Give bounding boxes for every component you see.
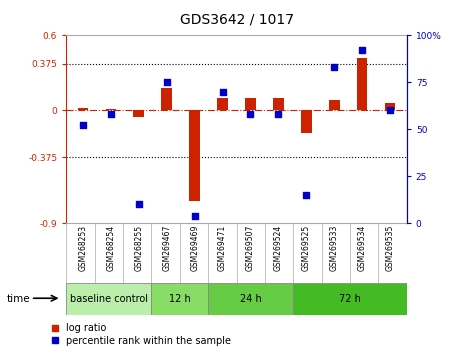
Bar [189, 110, 200, 200]
Point [331, 64, 338, 70]
Bar [329, 101, 340, 110]
Text: baseline control: baseline control [70, 294, 148, 304]
Bar [133, 110, 144, 117]
Point [163, 79, 170, 85]
Bar [357, 58, 368, 110]
Bar [301, 110, 312, 133]
Bar [293, 283, 407, 315]
Bar [161, 88, 172, 110]
Text: 72 h: 72 h [339, 294, 361, 304]
Text: 24 h: 24 h [240, 294, 262, 304]
Bar [78, 108, 88, 110]
Text: GDS3642 / 1017: GDS3642 / 1017 [179, 12, 294, 27]
Text: time: time [7, 294, 31, 304]
Point [219, 89, 226, 95]
Text: 12 h: 12 h [169, 294, 191, 304]
Point [247, 112, 254, 117]
Bar [273, 98, 284, 110]
Bar [208, 283, 293, 315]
Bar [66, 283, 151, 315]
Point [191, 213, 198, 218]
Legend: log ratio, percentile rank within the sample: log ratio, percentile rank within the sa… [52, 324, 231, 346]
Bar [105, 109, 116, 110]
Point [359, 47, 366, 53]
Point [107, 112, 114, 117]
Point [303, 192, 310, 198]
Bar [385, 103, 395, 110]
Point [135, 201, 142, 207]
Point [79, 122, 87, 128]
Point [275, 112, 282, 117]
Bar [151, 283, 208, 315]
Point [386, 108, 394, 113]
Bar [245, 98, 256, 110]
Bar [217, 98, 228, 110]
